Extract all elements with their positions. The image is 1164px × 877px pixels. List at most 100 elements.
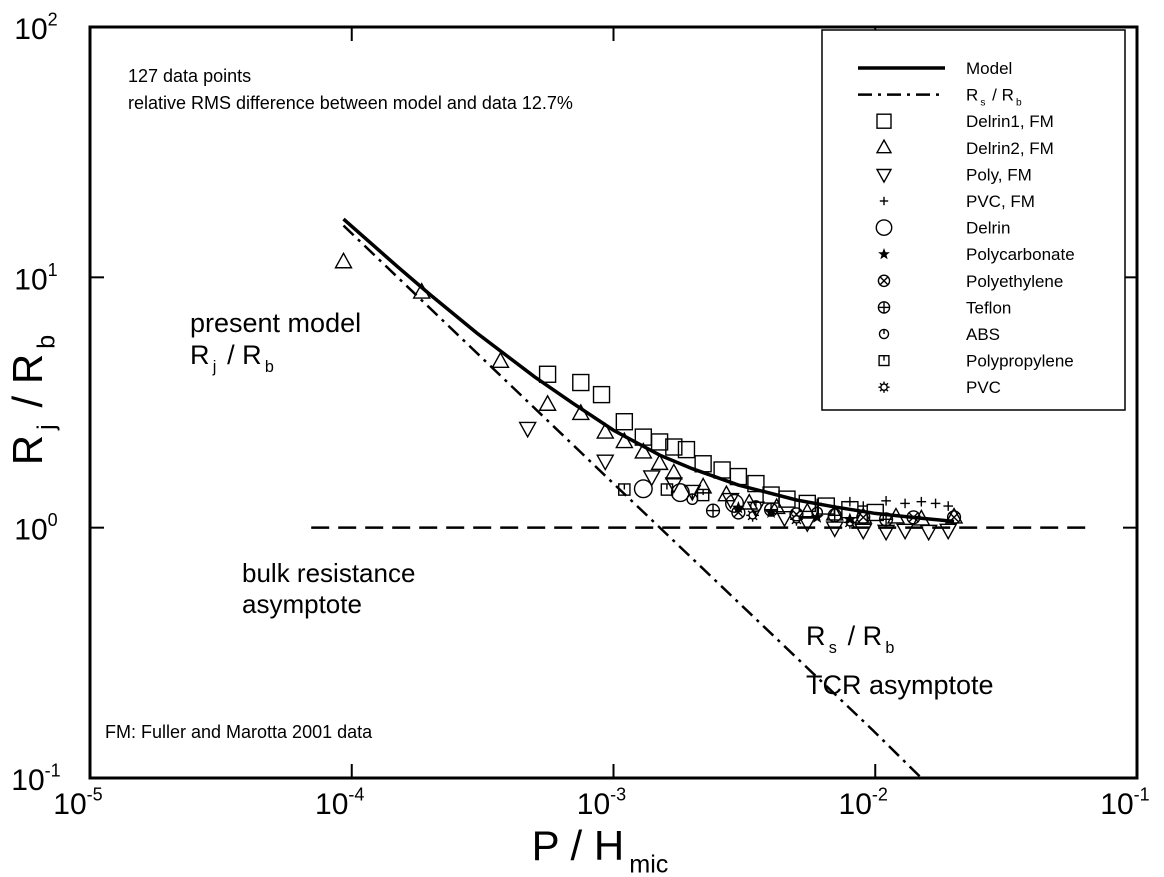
text-segment: -1 [1134,785,1150,805]
text-segment: 0 [48,510,58,530]
text-segment: Delrin2, FM [966,139,1054,158]
text-segment: s [829,639,837,657]
marker [939,523,958,541]
marker [334,251,353,269]
text-segment: Polypropylene [966,352,1074,371]
marker [696,488,710,502]
marker [878,381,890,393]
marker-part [596,454,615,472]
annotation: TCR asymptote [806,670,994,700]
marker-part [571,403,590,421]
marker [571,403,590,421]
marker-part [919,524,938,542]
marker [811,506,824,519]
marker-part [906,510,921,525]
marker [854,507,873,524]
legend-label: Delrin1, FM [966,112,1054,131]
marker [412,282,431,299]
marker-part [650,453,669,471]
marker-part [879,382,883,386]
legend-label: PVC, FM [966,192,1035,211]
legend-label: Poly, FM [966,165,1032,184]
marker [775,511,794,528]
marker [664,462,684,480]
marker-part [791,521,795,525]
marker-part [939,523,958,541]
marker [906,510,921,525]
marker [916,496,927,507]
marker [798,516,817,533]
marker [878,328,890,340]
marker [930,498,941,509]
legend-label: ABS [966,325,1000,344]
marker [825,521,844,538]
marker [877,301,891,314]
marker-part [789,507,804,522]
x-tick-label: 10-2 [839,785,888,822]
text-segment: 10 [1100,788,1133,821]
marker-part [665,438,683,456]
marker-part [885,382,889,386]
marker [615,431,634,449]
marker [875,138,893,154]
marker [763,502,779,517]
text-segment: Polyethylene [966,272,1063,291]
text-segment: R [4,435,51,465]
marker [876,113,892,129]
marker [634,442,653,459]
marker [827,508,842,523]
y-tick-label: 102 [14,10,57,47]
marker [491,351,510,369]
marker-part [877,274,891,288]
marker [944,507,964,524]
x-tick-label: 10-1 [1100,785,1149,822]
marker-part [878,247,890,260]
marker [650,453,669,471]
legend-label: Polycarbonate [966,245,1075,264]
marker-part [875,219,893,237]
marker-part [334,251,353,269]
marker-part [946,510,962,525]
marker [677,440,696,459]
marker [875,168,893,184]
text-segment: 10 [577,788,610,821]
marker-part [538,365,557,383]
marker-part [944,507,964,524]
text-segment: 10 [14,263,47,296]
marker-part [615,413,634,431]
marker-part [592,385,611,404]
text-segment: Poly, FM [966,165,1032,184]
x-tick-label: 10-3 [577,785,626,822]
marker [596,454,615,472]
annotation: asymptote [242,589,362,619]
marker [538,365,557,383]
marker [686,493,699,506]
y-tick-label: 100 [14,510,57,547]
marker [660,483,674,496]
text-segment: 10 [839,788,872,821]
marker [664,477,684,494]
marker-part [733,507,744,518]
legend-label: Teflon [966,298,1011,317]
marker [858,501,869,511]
marker [642,470,661,487]
marker [650,433,669,451]
text-segment: Delrin1, FM [966,112,1054,131]
marker-part [754,517,758,521]
marker [725,493,745,513]
marker [705,503,721,518]
text-segment: 1 [48,260,58,280]
marker [878,355,890,367]
y-axis-title: Rj / R b [4,335,61,465]
marker-part [596,422,615,439]
text-segment: 10 [53,788,86,821]
marker [618,483,631,496]
marker-part [634,442,653,459]
marker [731,505,746,520]
text-segment: 10 [11,764,44,797]
text-segment: ABS [966,325,1000,344]
text-segment: / R [220,340,262,370]
marker-part [798,516,817,533]
text-segment: -5 [87,785,103,805]
x-tick-label: 10-5 [53,785,102,822]
